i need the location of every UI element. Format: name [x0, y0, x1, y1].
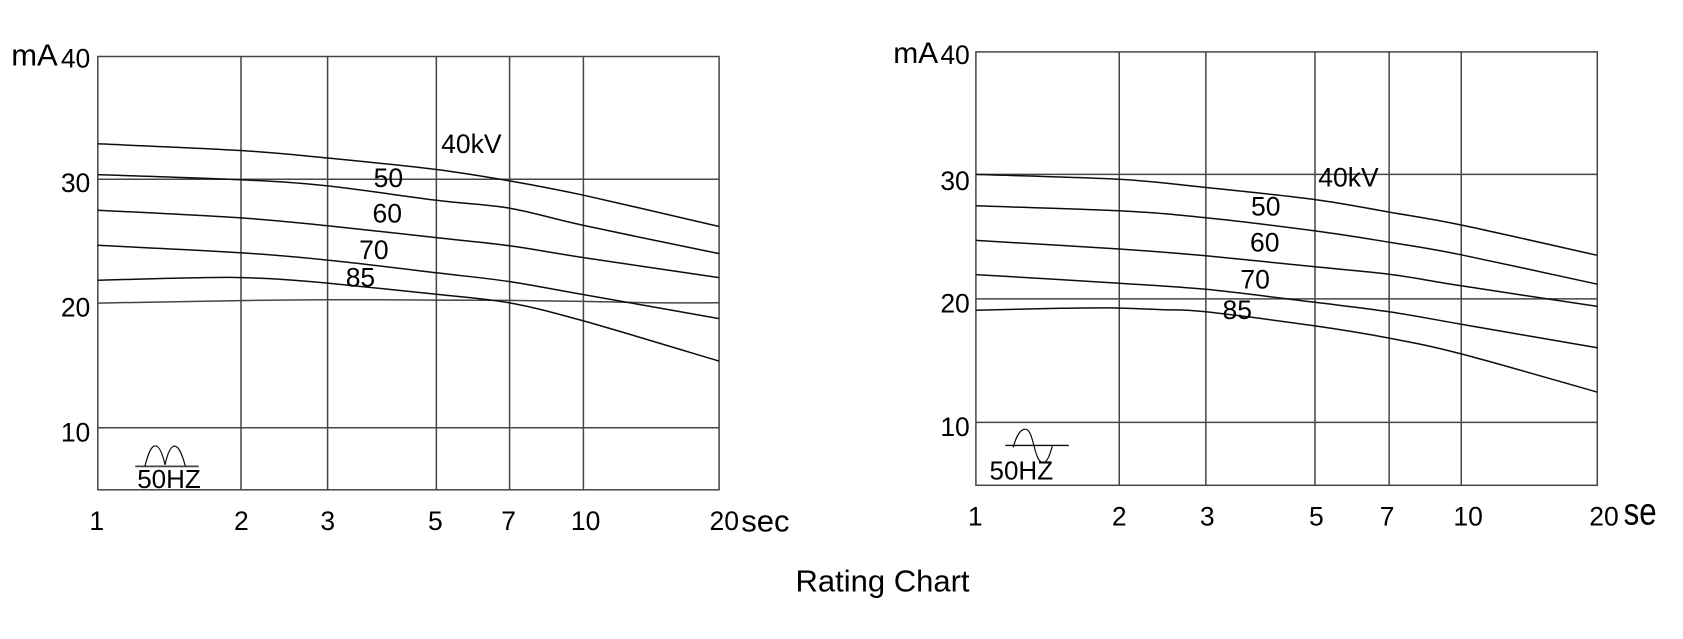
- svg-text:20: 20: [1589, 501, 1618, 531]
- svg-text:60: 60: [373, 199, 402, 229]
- svg-text:10: 10: [940, 412, 969, 442]
- svg-text:85: 85: [346, 262, 375, 292]
- svg-text:50: 50: [1251, 191, 1280, 221]
- svg-text:10: 10: [61, 418, 90, 448]
- svg-text:se: se: [1624, 491, 1657, 533]
- svg-text:7: 7: [501, 506, 516, 536]
- svg-text:70: 70: [359, 235, 388, 265]
- svg-text:40: 40: [61, 43, 90, 73]
- svg-text:Rating Chart: Rating Chart: [796, 564, 970, 599]
- svg-text:20: 20: [940, 288, 969, 318]
- svg-text:3: 3: [1200, 501, 1215, 531]
- svg-text:10: 10: [571, 506, 600, 536]
- svg-text:10: 10: [1453, 501, 1482, 531]
- svg-text:mA: mA: [893, 37, 938, 70]
- svg-text:mA: mA: [11, 38, 58, 73]
- svg-text:60: 60: [1250, 227, 1279, 257]
- svg-text:85: 85: [1223, 295, 1252, 325]
- svg-text:30: 30: [940, 166, 969, 196]
- svg-text:20: 20: [710, 506, 739, 536]
- svg-text:50: 50: [374, 163, 403, 193]
- svg-text:sec: sec: [741, 504, 789, 539]
- svg-text:2: 2: [234, 506, 249, 536]
- svg-text:1: 1: [89, 506, 104, 536]
- svg-text:20: 20: [61, 292, 90, 322]
- svg-text:50HZ: 50HZ: [990, 456, 1054, 486]
- svg-text:3: 3: [320, 506, 335, 536]
- svg-text:40kV: 40kV: [1318, 162, 1379, 192]
- svg-text:40kV: 40kV: [441, 129, 502, 159]
- svg-text:5: 5: [1309, 501, 1324, 531]
- svg-text:2: 2: [1112, 501, 1127, 531]
- svg-text:40: 40: [940, 40, 969, 70]
- svg-text:30: 30: [61, 168, 90, 198]
- svg-text:70: 70: [1240, 264, 1269, 294]
- svg-text:50HZ: 50HZ: [137, 464, 201, 494]
- svg-text:5: 5: [428, 506, 443, 536]
- svg-text:1: 1: [968, 501, 983, 531]
- svg-text:7: 7: [1380, 501, 1395, 531]
